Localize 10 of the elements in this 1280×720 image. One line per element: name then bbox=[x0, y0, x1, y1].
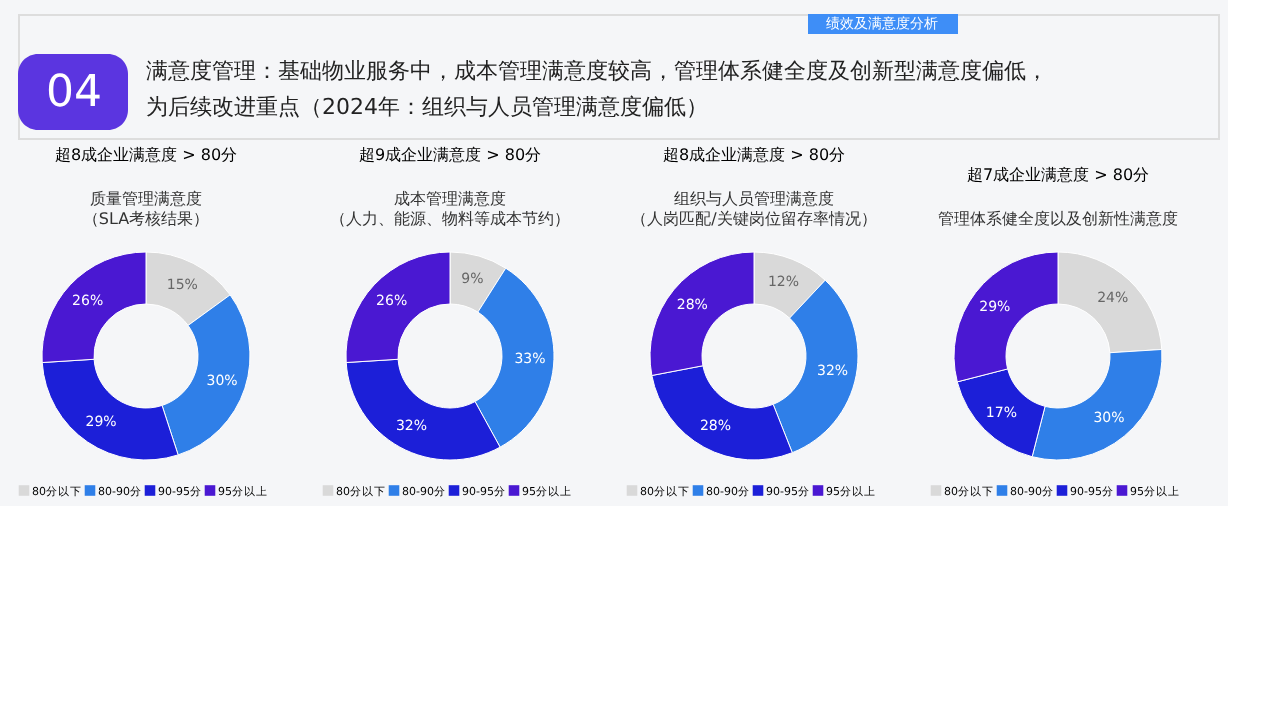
chart-title: 超7成企业满意度 > 80分 bbox=[966, 166, 1150, 184]
chart-subtitle: 组织与人员管理满意度（人岗匹配/关键岗位留存率情况） bbox=[631, 190, 877, 228]
chart-title: 超8成企业满意度 > 80分 bbox=[662, 146, 846, 164]
chart-subtitle: 成本管理满意度（人力、能源、物料等成本节约） bbox=[330, 190, 570, 228]
chart-subtitle: 管理体系健全度以及创新性满意度 bbox=[938, 210, 1178, 228]
text: 04 bbox=[46, 68, 102, 118]
chart-title: 超9成企业满意度 > 80分 bbox=[358, 146, 542, 164]
text: 满意度管理：基础物业服务中，成本管理满意度较高，管理体系健全度及创新型满意度偏低，为后续改进重点（2024年：组织与人员管理满意度偏低） bbox=[146, 58, 1048, 120]
chart-title: 超8成企业满意度 > 80分 bbox=[54, 146, 238, 164]
chart-subtitle: 质量管理满意度（SLA考核结果） bbox=[82, 190, 210, 228]
